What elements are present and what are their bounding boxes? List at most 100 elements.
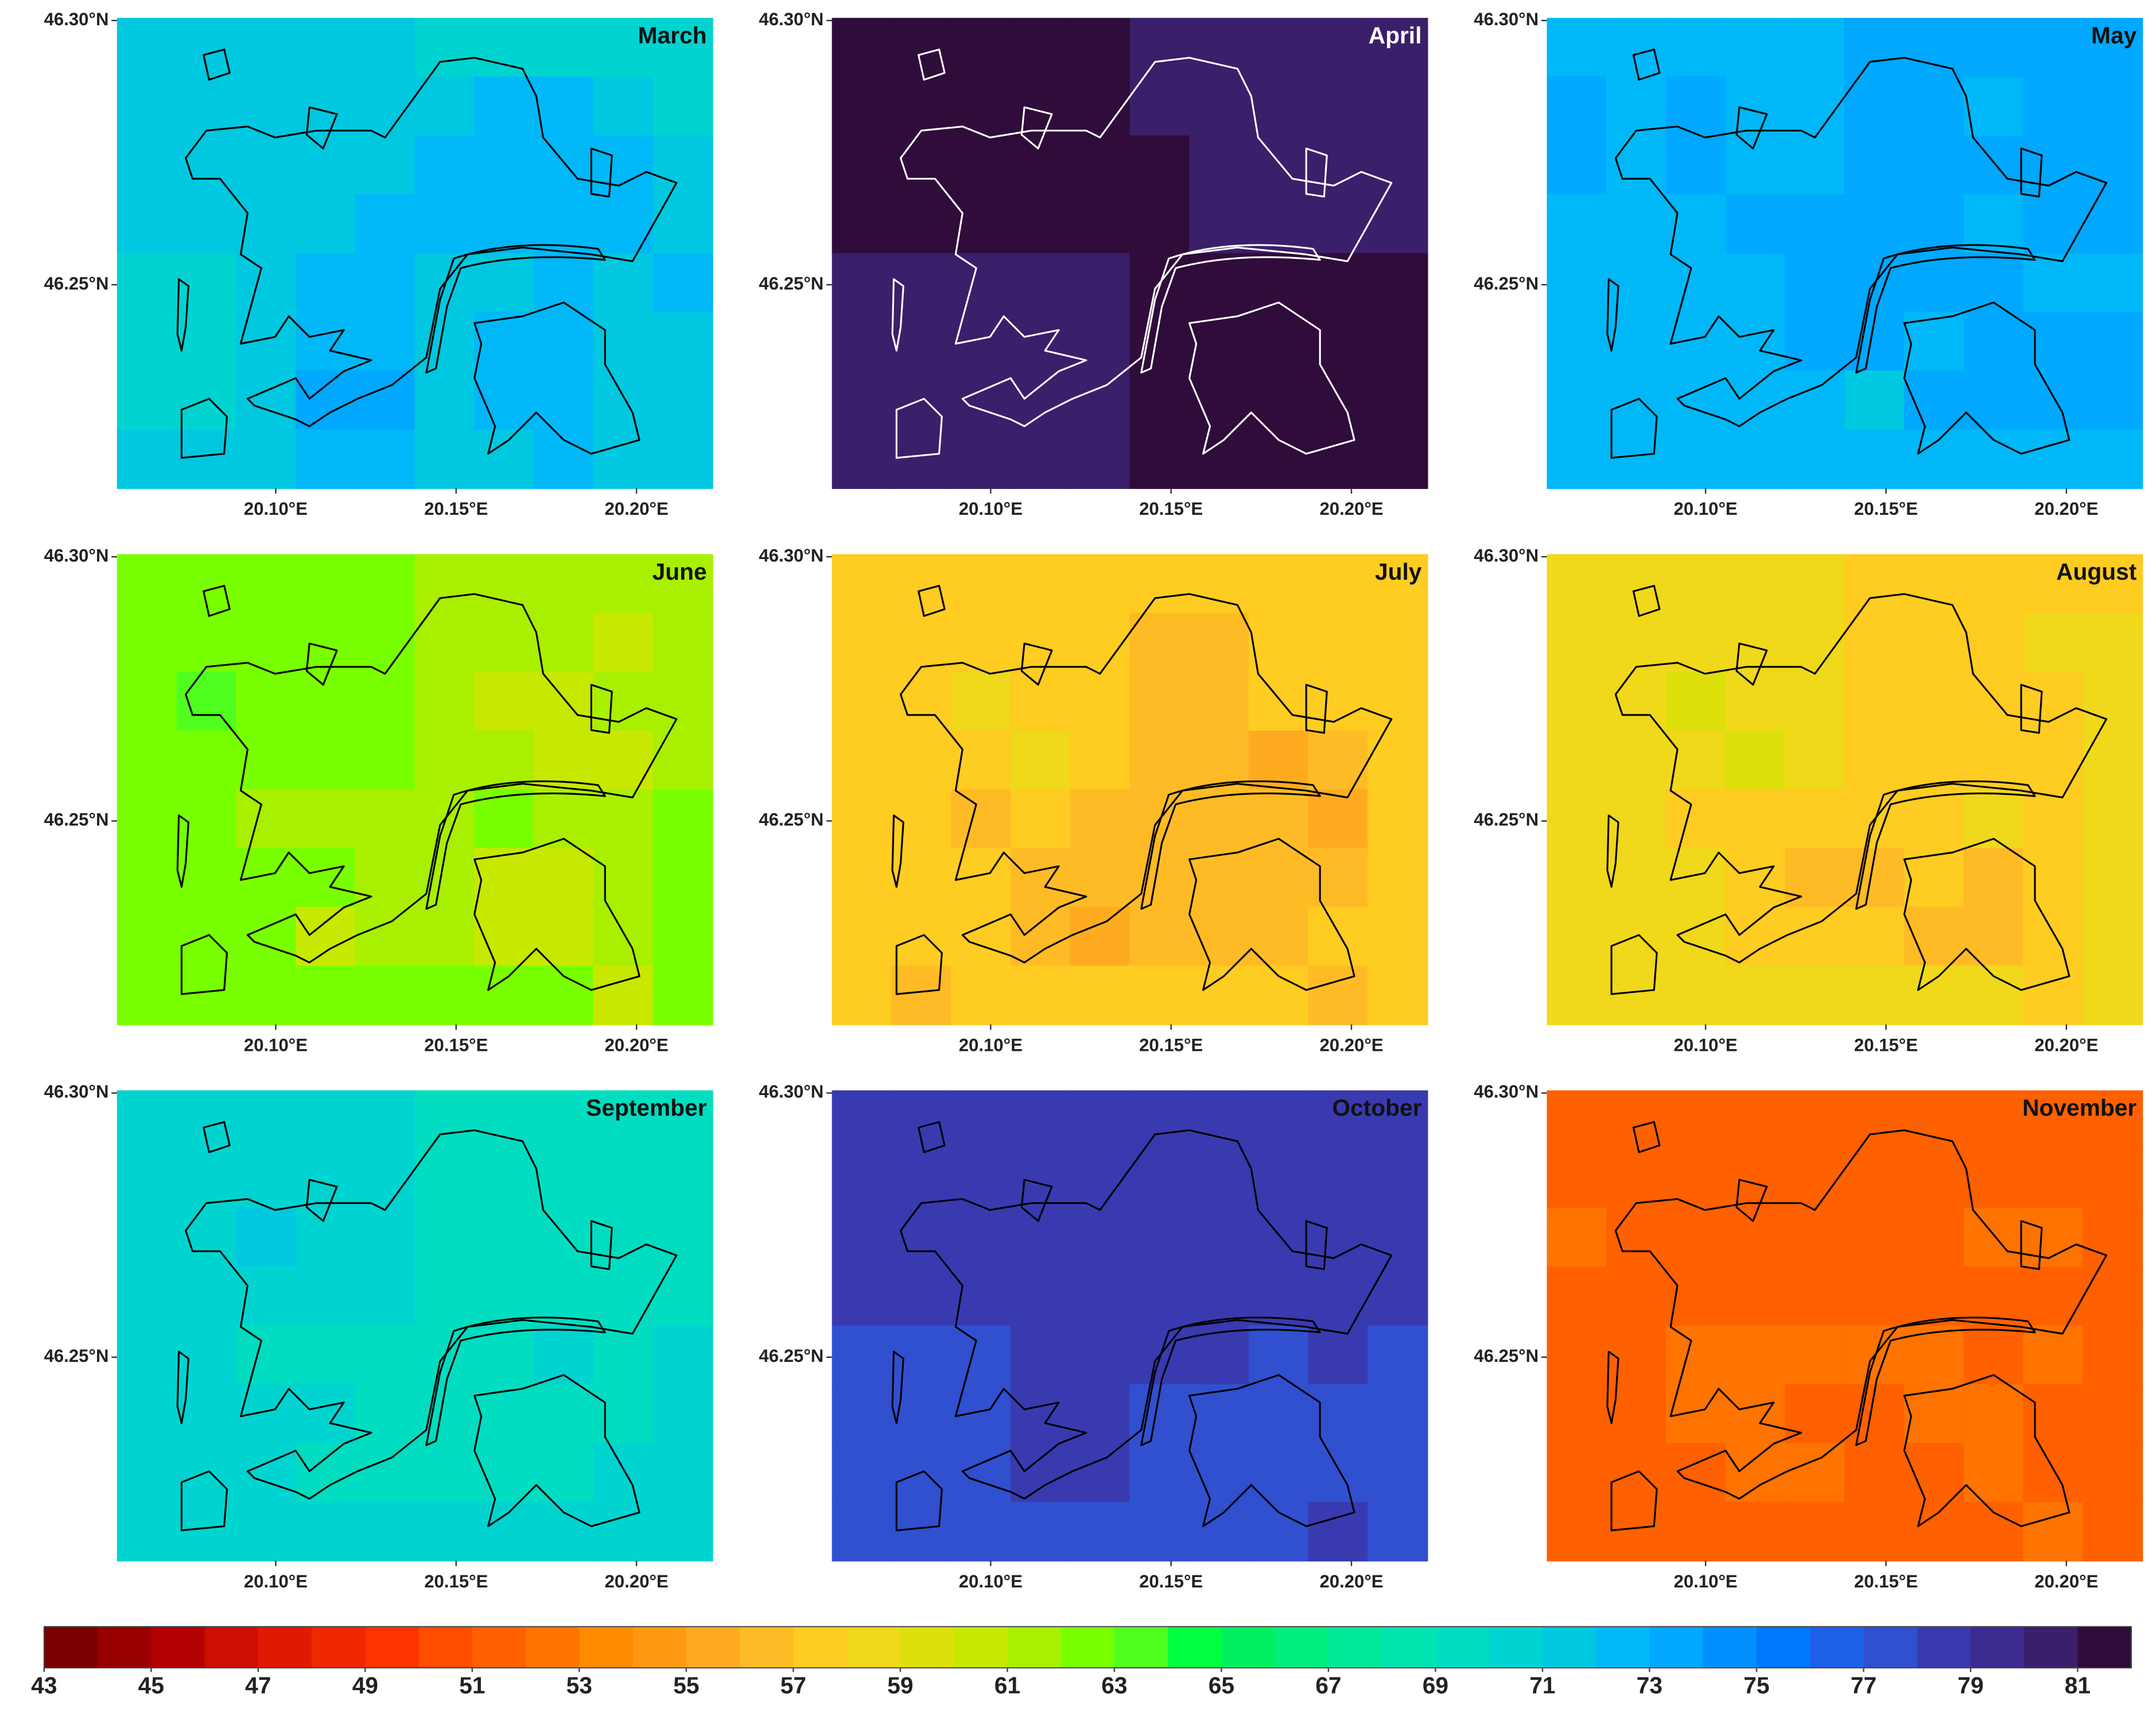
grid-cell <box>533 965 595 1026</box>
grid-cell <box>1308 253 1369 313</box>
grid-cell <box>1010 135 1071 195</box>
grid-cell <box>176 965 237 1026</box>
colorbar-cell <box>151 1626 205 1668</box>
grid-cell <box>1308 1501 1369 1562</box>
grid-cell <box>1129 1149 1190 1209</box>
grid-cell <box>1010 194 1071 254</box>
grid-cell <box>652 370 713 430</box>
grid-cell <box>1665 429 1727 489</box>
panel-title: March <box>638 22 707 48</box>
grid-cell <box>474 1267 535 1327</box>
grid-cell <box>474 1384 535 1444</box>
grid-cell <box>296 848 356 908</box>
grid-cell <box>593 612 654 673</box>
grid-cell <box>1904 1501 1965 1562</box>
colorbar-cell <box>1596 1626 1650 1668</box>
grid-cell <box>2083 1384 2143 1444</box>
grid-cell <box>1844 965 1905 1026</box>
grid-cell <box>176 76 237 137</box>
grid-cell <box>414 1090 475 1150</box>
grid-cell <box>474 965 535 1026</box>
grid-cell <box>296 730 356 790</box>
grid-cell <box>414 135 475 195</box>
grid-cell <box>951 789 1012 849</box>
grid-cell <box>176 730 237 790</box>
grid-cell <box>533 1501 595 1562</box>
grid-cell <box>1368 1384 1428 1444</box>
grid-cell <box>1904 18 1965 78</box>
grid-cell <box>832 612 892 673</box>
grid-cell <box>1368 135 1428 195</box>
grid-cell <box>236 789 297 849</box>
y-tick-label: 46.25°N <box>1474 810 1539 830</box>
grid-cell <box>2083 1443 2143 1503</box>
grid-cell <box>176 429 237 489</box>
grid-cell <box>1070 18 1131 78</box>
grid-cell <box>533 1208 595 1268</box>
colorbar-cell <box>1275 1626 1330 1668</box>
grid-cell <box>533 1443 595 1503</box>
grid-cell <box>1129 76 1190 137</box>
grid-cell <box>533 1267 595 1327</box>
grid-cell <box>176 671 237 732</box>
grid-cell <box>1785 1443 1846 1503</box>
grid-cell <box>1248 194 1309 254</box>
colorbar-cell <box>44 1626 99 1668</box>
grid-cell <box>1368 789 1428 849</box>
grid-cell <box>1248 1501 1309 1562</box>
grid-cell <box>1606 1325 1667 1385</box>
panel-title: November <box>2022 1094 2136 1121</box>
grid-cell <box>1844 429 1905 489</box>
grid-cell <box>1189 1325 1250 1385</box>
x-tick-label: 20.20°E <box>1319 1035 1383 1055</box>
grid-cell <box>2023 907 2084 966</box>
grid-cell <box>1844 1090 1905 1150</box>
grid-cell <box>1665 1443 1727 1503</box>
grid-cell <box>1308 671 1369 732</box>
grid-cell <box>1129 135 1190 195</box>
x-tick-label: 20.10°E <box>959 1035 1023 1055</box>
x-tick-label: 20.10°E <box>244 1571 308 1591</box>
grid-cell <box>652 730 713 790</box>
grid-cell <box>355 1267 415 1327</box>
grid-cell <box>533 612 595 673</box>
x-tick-label: 20.15°E <box>1854 499 1918 519</box>
grid-cell <box>1547 907 1607 966</box>
grid-cell <box>236 253 297 313</box>
grid-cell <box>1665 370 1727 430</box>
colorbar-cell <box>2077 1626 2132 1668</box>
grid-cell <box>891 194 952 254</box>
grid-cell <box>2023 612 2084 673</box>
grid-cell <box>1844 554 1905 614</box>
grid-cell <box>891 76 952 137</box>
grid-cell <box>533 194 595 254</box>
grid-cell <box>116 730 177 790</box>
grid-cell <box>652 194 713 254</box>
grid-cell <box>1785 671 1846 732</box>
grid-cell <box>1725 194 1786 254</box>
grid-cell <box>1010 1501 1071 1562</box>
grid-cell <box>1725 18 1786 78</box>
grid-cell <box>1308 965 1369 1026</box>
grid-cell <box>1368 1090 1428 1150</box>
grid-cell <box>832 848 892 908</box>
colorbar-cell <box>686 1626 741 1668</box>
grid-cell <box>236 965 297 1026</box>
colorbar-cell <box>1917 1626 1972 1668</box>
grid-cell <box>1665 1384 1727 1444</box>
grid-cell <box>593 965 654 1026</box>
grid-cell <box>832 1501 892 1562</box>
grid-cell <box>1248 789 1309 849</box>
grid-cell <box>1248 1384 1309 1444</box>
grid-cell <box>1547 612 1607 673</box>
grid-cell <box>2083 965 2143 1026</box>
grid-cell <box>1248 18 1309 78</box>
grid-cell <box>2023 135 2084 195</box>
x-tick-label: 20.20°E <box>1319 499 1383 519</box>
grid-cell <box>296 612 356 673</box>
grid-cell <box>951 1325 1012 1385</box>
grid-cell <box>533 1090 595 1150</box>
grid-cell <box>1963 1501 2024 1562</box>
grid-cell <box>1785 76 1846 137</box>
